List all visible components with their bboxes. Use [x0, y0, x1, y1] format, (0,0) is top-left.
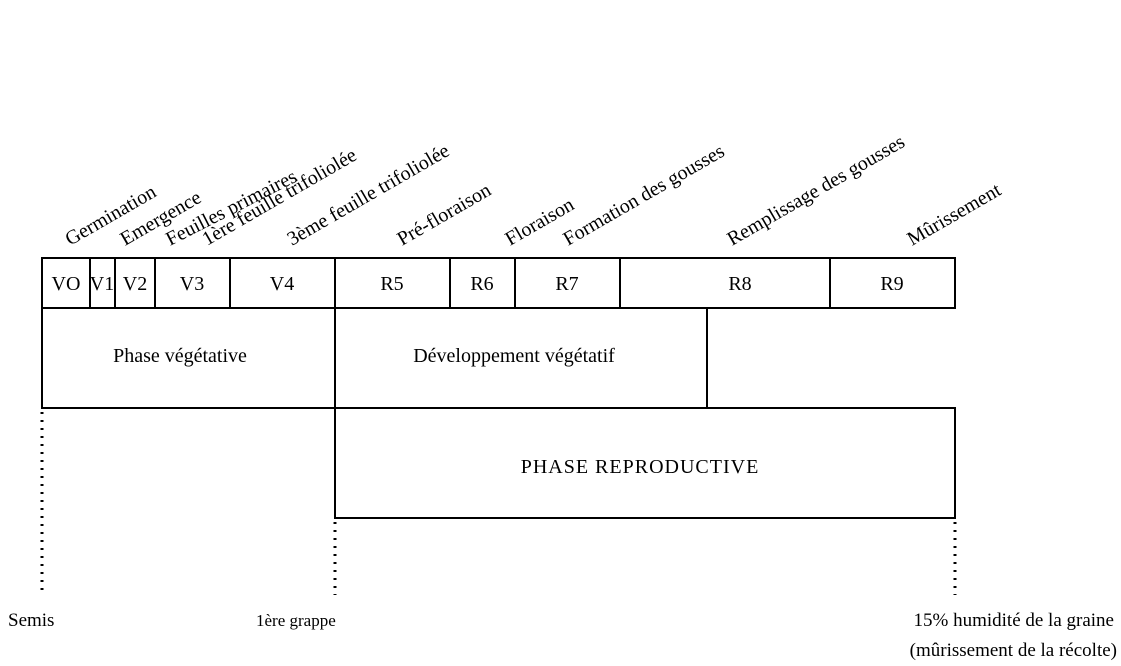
stage-code: R5 — [380, 273, 403, 295]
stage-row: VO V1 V2 V3 V4 R5 R6 R7 R8 R9 — [41, 257, 956, 309]
stage-label: Mûrissement — [904, 179, 1006, 250]
phase-label: Développement végétatif — [413, 345, 615, 367]
milestone: (mûrissement de la récolte) — [910, 640, 1117, 661]
stage-labels: Germination Emergence Feuilles primaires… — [62, 131, 1006, 251]
stage-code: R8 — [728, 273, 751, 295]
phase-label: PHASE REPRODUCTIVE — [521, 456, 760, 478]
stage-label: Remplissage des gousses — [724, 131, 909, 251]
stage-code: V4 — [270, 273, 294, 295]
milestone: 15% humidité de la graine — [914, 610, 1115, 631]
stage-code: R9 — [880, 273, 903, 295]
milestone: 1ère grappe — [256, 611, 336, 630]
stage-code: V2 — [123, 273, 147, 295]
stage-code: R6 — [470, 273, 493, 295]
stage-label: Pré-floraison — [394, 179, 495, 250]
milestone: Semis — [8, 610, 54, 631]
stage-label: Formation des gousses — [560, 140, 729, 250]
stage-code: VO — [52, 273, 81, 295]
reproductive-box — [334, 407, 956, 519]
stage-label: 1ère feuille trifoliolée — [199, 144, 361, 250]
stage-code: R7 — [555, 273, 578, 295]
stage-code: V1 — [90, 273, 114, 295]
stage-code: V3 — [180, 273, 204, 295]
phase-label: Phase végétative — [113, 345, 247, 367]
